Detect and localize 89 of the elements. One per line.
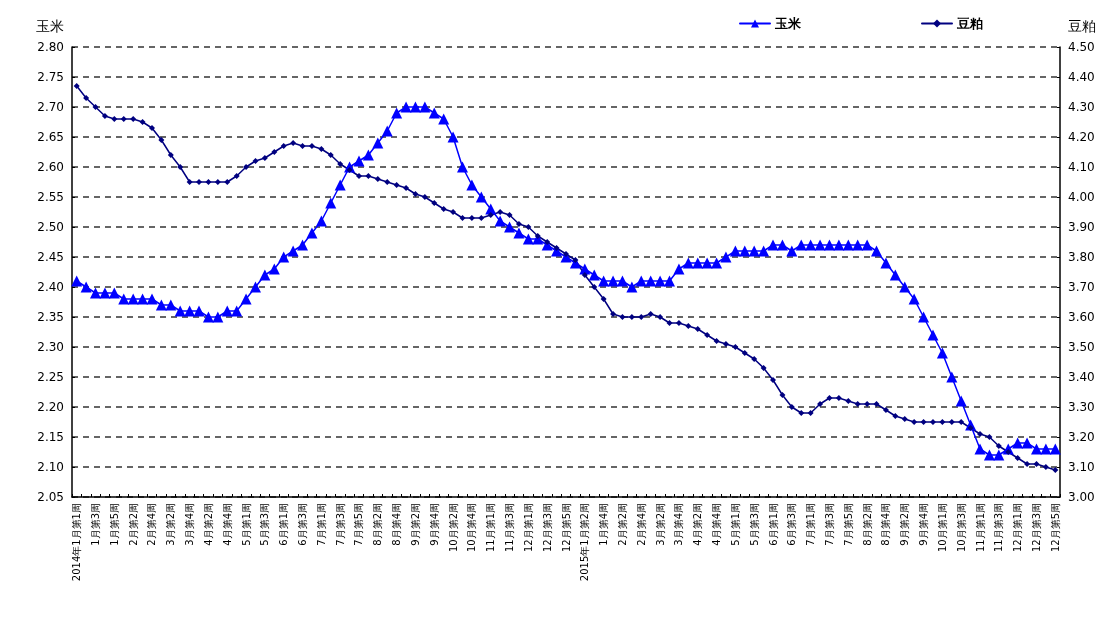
x-tick-label: 6月第1周: [767, 503, 779, 546]
y2-tick-label: 3.90: [1068, 220, 1095, 234]
legend-label: 玉米: [774, 16, 802, 31]
y-tick-label: 2.35: [37, 310, 64, 324]
x-tick-label: 12月第5周: [1049, 503, 1061, 553]
x-tick-label: 1月第5周: [108, 503, 120, 546]
x-tick-label: 10月第4周: [466, 503, 478, 553]
x-tick-label: 8月第4周: [391, 503, 403, 546]
y-tick-label: 2.55: [37, 190, 64, 204]
y2-tick-label: 3.30: [1068, 400, 1095, 414]
x-tick-label: 1月第3周: [90, 503, 102, 546]
x-tick-label: 7月第1周: [315, 503, 327, 546]
legend-label: 豆粕: [956, 16, 983, 31]
x-tick-label: 5月第3周: [748, 503, 760, 546]
x-tick-label: 12月第5周: [560, 503, 572, 553]
x-tick-label: 12月第3周: [1030, 503, 1042, 553]
y-tick-label: 2.45: [37, 250, 64, 264]
x-tick-label: 5月第3周: [259, 503, 271, 546]
y2-axis-title: 豆粕: [1068, 18, 1096, 34]
x-tick-label: 10月第1周: [936, 503, 948, 553]
x-tick-label: 3月第2周: [165, 503, 177, 546]
y2-tick-label: 4.30: [1068, 100, 1095, 114]
y2-tick-label: 4.10: [1068, 160, 1095, 174]
x-tick-label: 9月第2周: [409, 503, 421, 546]
y2-tick-label: 4.50: [1068, 40, 1095, 54]
x-tick-label: 5月第1周: [240, 503, 252, 546]
x-tick-label: 7月第3周: [334, 503, 346, 546]
x-tick-label: 6月第3周: [786, 503, 798, 546]
x-tick-label: 2月第4周: [635, 503, 647, 546]
x-tick-label: 1月第4周: [598, 503, 610, 546]
y-tick-label: 2.10: [37, 460, 64, 474]
x-tick-label: 2月第2周: [616, 503, 628, 546]
x-tick-label: 3月第4周: [184, 503, 196, 546]
y-tick-label: 2.60: [37, 160, 64, 174]
x-tick-label: 4月第2周: [202, 503, 214, 546]
x-tick-label: 10月第3周: [955, 503, 967, 553]
y-axis-title: 玉米: [36, 18, 64, 34]
x-tick-label: 11月第1周: [485, 503, 497, 553]
x-tick-label: 9月第2周: [899, 503, 911, 546]
x-tick-label: 9月第4周: [428, 503, 440, 546]
x-tick-label: 7月第3周: [823, 503, 835, 546]
x-tick-label: 12月第1周: [522, 503, 534, 553]
y-tick-label: 2.75: [37, 70, 64, 84]
y2-tick-label: 3.00: [1068, 490, 1095, 504]
x-tick-label: 4月第2周: [692, 503, 704, 546]
y2-tick-label: 3.50: [1068, 340, 1095, 354]
x-tick-label: 2月第4周: [146, 503, 158, 546]
y-tick-label: 2.40: [37, 280, 64, 294]
x-tick-label: 6月第3周: [297, 503, 309, 546]
x-tick-label: 12月第3周: [541, 503, 553, 553]
y-tick-label: 2.15: [37, 430, 64, 444]
y2-tick-label: 3.40: [1068, 370, 1095, 384]
x-tick-label: 4月第4周: [221, 503, 233, 546]
x-tick-label: 2014年1月第1周: [71, 503, 83, 582]
y2-tick-label: 3.20: [1068, 430, 1095, 444]
y2-tick-label: 3.10: [1068, 460, 1095, 474]
x-tick-label: 3月第2周: [654, 503, 666, 546]
x-tick-label: 2月第2周: [127, 503, 139, 546]
y-tick-label: 2.65: [37, 130, 64, 144]
x-tick-label: 8月第2周: [372, 503, 384, 546]
x-tick-label: 10月第2周: [447, 503, 459, 553]
y2-tick-label: 4.40: [1068, 70, 1095, 84]
x-tick-label: 9月第4周: [918, 503, 930, 546]
x-tick-label: 6月第1周: [278, 503, 290, 546]
x-tick-label: 11月第3周: [504, 503, 516, 553]
y-tick-label: 2.20: [37, 400, 64, 414]
y-tick-label: 2.80: [37, 40, 64, 54]
y-tick-label: 2.30: [37, 340, 64, 354]
x-tick-label: 3月第4周: [673, 503, 685, 546]
y-tick-label: 2.70: [37, 100, 64, 114]
x-tick-label: 4月第4周: [711, 503, 723, 546]
y2-tick-label: 3.80: [1068, 250, 1095, 264]
x-tick-label: 12月第1周: [1012, 503, 1024, 553]
x-tick-label: 7月第5周: [353, 503, 365, 546]
y2-tick-label: 3.70: [1068, 280, 1095, 294]
y2-tick-label: 3.60: [1068, 310, 1095, 324]
x-tick-label: 5月第1周: [729, 503, 741, 546]
y2-tick-label: 4.20: [1068, 130, 1095, 144]
x-tick-label: 7月第1周: [805, 503, 817, 546]
y2-tick-label: 4.00: [1068, 190, 1095, 204]
x-tick-label: 2015年1月第2周: [579, 503, 591, 582]
y-tick-label: 2.05: [37, 490, 64, 504]
y-tick-label: 2.50: [37, 220, 64, 234]
x-tick-label: 7月第5周: [842, 503, 854, 546]
x-tick-label: 11月第3周: [993, 503, 1005, 553]
x-tick-label: 8月第4周: [880, 503, 892, 546]
x-tick-label: 8月第2周: [861, 503, 873, 546]
y-tick-label: 2.25: [37, 370, 64, 384]
x-tick-label: 11月第1周: [974, 503, 986, 553]
